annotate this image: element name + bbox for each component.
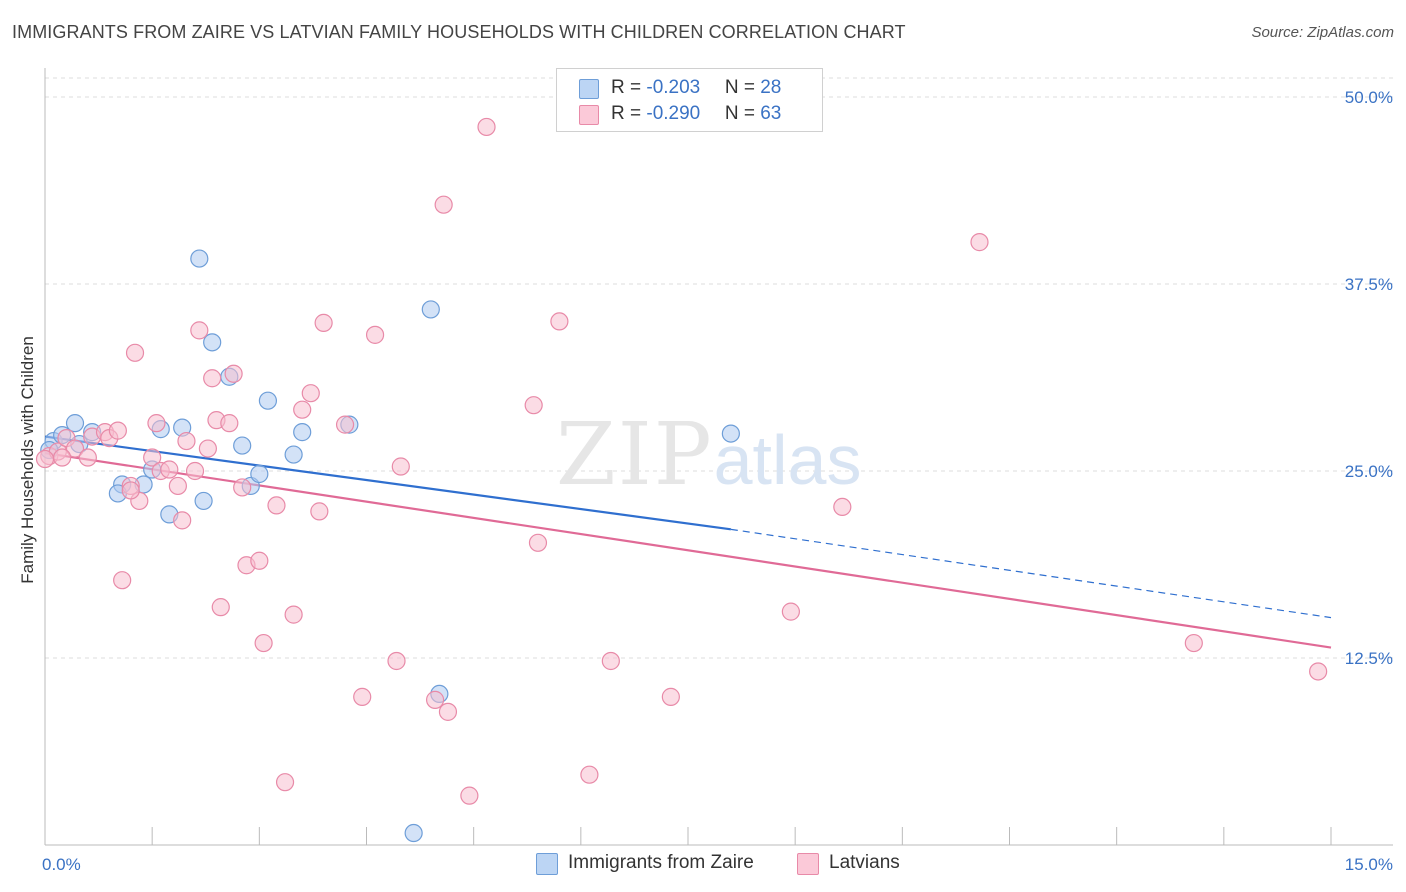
point-latvians [185, 461, 205, 481]
watermark-zip: ZIP [556, 405, 714, 505]
point-latvians [310, 502, 329, 521]
chart-title: IMMIGRANTS FROM ZAIRE VS LATVIAN FAMILY … [12, 22, 906, 42]
point-latvians [781, 602, 800, 621]
point-latvians [113, 571, 132, 590]
point-latvians [160, 460, 179, 479]
point-zaire [250, 464, 269, 484]
point-latvians [284, 605, 303, 624]
point-zaire [233, 436, 252, 455]
point-latvians [460, 786, 479, 805]
point-zaire [421, 300, 440, 319]
point-latvians [190, 321, 209, 340]
point-zaire [190, 249, 209, 268]
point-latvians [293, 400, 312, 419]
point-zaire [293, 423, 312, 442]
legend-n-value: 63 [760, 103, 782, 124]
point-latvians [177, 431, 196, 451]
point-latvians [53, 448, 72, 467]
point-latvians [970, 233, 989, 252]
point-zaire [258, 391, 278, 410]
point-latvians [267, 496, 286, 515]
point-latvians [220, 414, 239, 433]
point-latvians [301, 384, 320, 403]
point-latvians [125, 343, 145, 362]
legend-n-value: 28 [760, 77, 782, 98]
point-latvians [250, 551, 269, 570]
y-tick-label: 37.5% [1345, 275, 1393, 294]
point-zaire [194, 491, 213, 511]
point-latvians [365, 325, 385, 344]
legend-r-label: R = [611, 103, 647, 124]
point-latvians [661, 687, 680, 706]
point-zaire [65, 414, 85, 433]
point-latvians [147, 414, 166, 433]
y-axis-label: Family Households with Children [18, 336, 37, 584]
point-latvians [438, 702, 458, 721]
point-latvians [391, 457, 410, 476]
point-latvians [477, 117, 496, 137]
point-zaire [284, 445, 303, 464]
point-latvians [233, 478, 252, 497]
y-tick-label: 12.5% [1345, 649, 1393, 668]
point-latvians [601, 651, 620, 671]
bottom-legend-label-zaire: Immigrants from Zaire [568, 852, 754, 873]
point-latvians [173, 511, 192, 530]
bottom-legend-label-latvians: Latvians [829, 852, 900, 873]
legend-r-value: -0.203 [646, 77, 701, 98]
point-latvians [528, 533, 548, 552]
point-latvians [78, 448, 97, 467]
point-latvians [1184, 633, 1203, 653]
y-tick-label: 25.0% [1345, 462, 1393, 481]
point-latvians [524, 396, 543, 415]
point-latvians [387, 651, 406, 671]
point-latvians [580, 765, 599, 784]
point-latvians [425, 690, 445, 709]
trend-extension-zaire [730, 528, 1332, 619]
point-latvians [108, 421, 127, 440]
data-points [35, 117, 1328, 843]
point-latvians [1309, 662, 1328, 681]
bottom-legend-swatch-zaire [536, 853, 558, 875]
point-latvians [121, 481, 140, 500]
point-latvians [198, 439, 217, 458]
point-latvians [35, 449, 55, 469]
point-zaire [721, 424, 740, 443]
point-latvians [65, 439, 85, 458]
x-tick-label-max: 15.0% [1345, 855, 1393, 874]
point-latvians [203, 369, 222, 388]
point-zaire [404, 823, 423, 843]
legend-r-label: R = [611, 77, 647, 98]
point-latvians [335, 415, 355, 434]
point-zaire [203, 333, 222, 352]
point-latvians [353, 687, 372, 706]
x-tick-label-min: 0.0% [42, 855, 81, 874]
point-latvians [833, 497, 852, 517]
legend-n-label: N = [724, 77, 761, 98]
watermark-atlas: atlas [713, 421, 862, 499]
point-latvians [550, 312, 569, 331]
legend-swatch-latvians [579, 105, 599, 125]
point-latvians [143, 448, 162, 467]
legend-box: R = -0.203 N = 28 R = -0.290 N = 63 [556, 68, 823, 132]
watermark: ZIPatlas [556, 405, 861, 505]
point-latvians [434, 195, 453, 214]
legend-n-label: N = [724, 103, 761, 124]
y-tick-label: 50.0% [1345, 88, 1393, 107]
bottom-legend-swatch-latvians [797, 853, 819, 875]
point-latvians [275, 773, 295, 792]
legend-r-value: -0.290 [646, 103, 701, 124]
tick-labels: 12.5% 25.0% 37.5% 50.0% 0.0% 15.0% [42, 88, 1393, 874]
point-latvians [224, 364, 243, 383]
chart-source: Source: ZipAtlas.com [1251, 24, 1394, 41]
point-latvians [254, 633, 273, 653]
legend-swatch-zaire [579, 79, 599, 99]
point-latvians [211, 598, 230, 617]
point-latvians [314, 313, 333, 332]
point-latvians [168, 476, 187, 496]
